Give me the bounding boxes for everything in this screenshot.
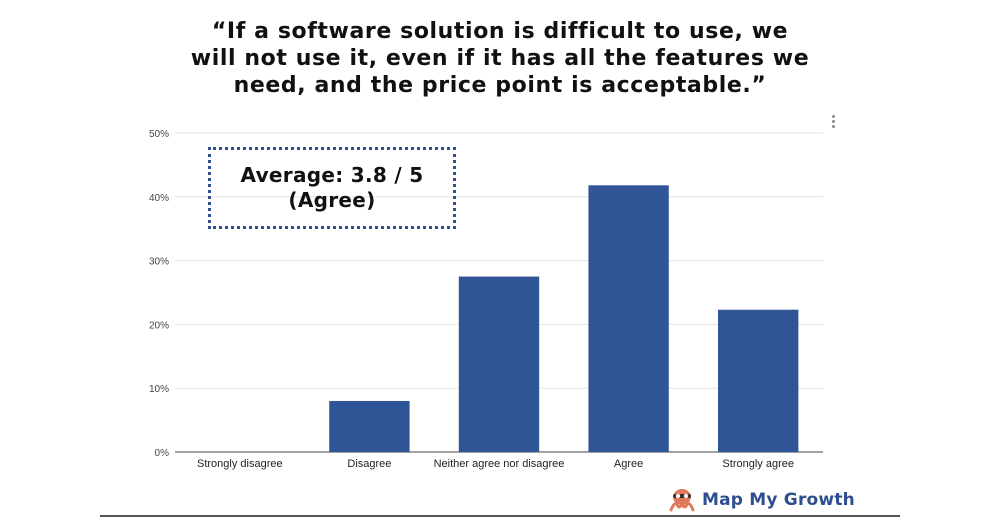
y-tick-label: 0% [155,448,170,459]
average-annotation-box: Average: 3.8 / 5 (Agree) [208,147,456,229]
more-vertical-icon[interactable] [830,115,838,129]
y-tick-label: 50% [149,129,169,140]
x-tick-label: Disagree [347,458,391,470]
x-tick-label: Strongly disagree [197,458,283,470]
title-line-3: need, and the price point is acceptable.… [233,73,767,98]
average-value-text: Average: 3.8 / 5 [240,163,424,187]
bottom-divider [100,515,900,517]
x-tick-label: Strongly agree [722,458,794,470]
octopus-logo-icon [669,489,695,512]
title-line-2: will not use it, even if it has all the … [190,46,810,71]
y-tick-label: 10% [149,384,169,395]
x-tick-label: Neither agree nor disagree [434,458,565,470]
y-tick-label: 30% [149,257,169,268]
bar-disagree [329,400,410,452]
average-label-text: (Agree) [288,188,376,212]
y-tick-label: 40% [149,193,169,204]
chart-title: “If a software solution is difficult to … [140,18,860,99]
bar-neither-agree-nor-disagree [458,276,540,452]
brand-logo: Map My Growth [668,487,855,513]
bar-strongly-agree [718,309,799,452]
brand-name: Map My Growth [702,490,855,510]
bar-agree [588,185,669,453]
y-tick-label: 20% [149,320,169,331]
title-line-1: “If a software solution is difficult to … [211,19,789,44]
x-tick-label: Agree [614,458,643,470]
